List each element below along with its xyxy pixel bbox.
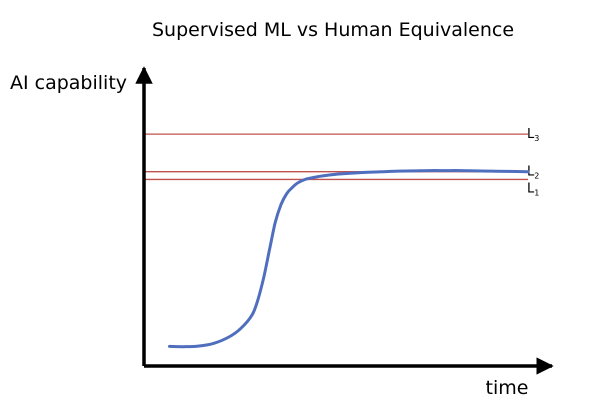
x-axis-label: time (486, 377, 529, 399)
reference-label-L2: L2 (527, 165, 539, 181)
reference-label-L3: L3 (527, 127, 539, 143)
capability-curve (168, 169, 530, 349)
chart-title: Supervised ML vs Human Equivalence (152, 19, 514, 41)
y-axis-label: AI capability (10, 72, 127, 94)
reference-label-L1: L1 (527, 181, 539, 197)
